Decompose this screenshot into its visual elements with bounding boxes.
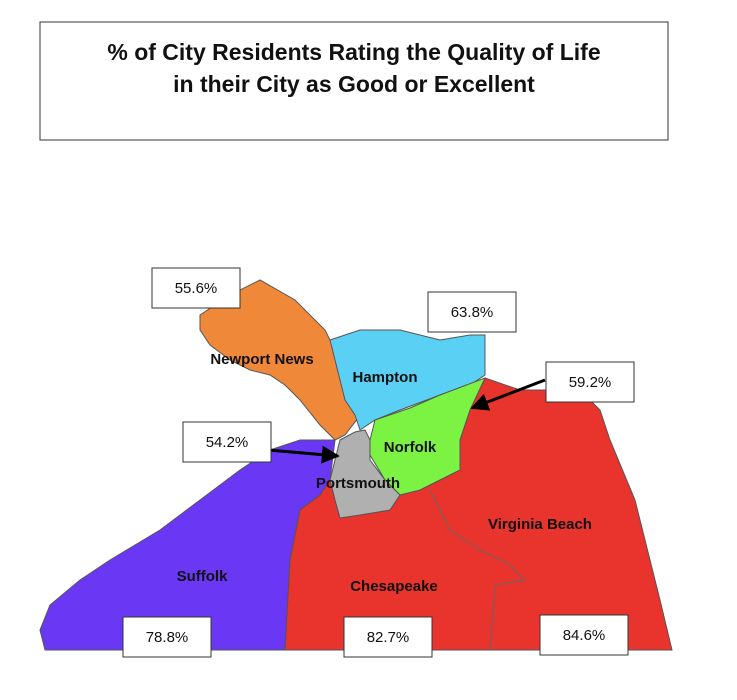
rating-label: 54.2% bbox=[206, 434, 249, 451]
region-name: Virginia Beach bbox=[488, 516, 592, 533]
region-norfolk bbox=[369, 377, 486, 496]
rating-label: 63.8% bbox=[451, 304, 494, 321]
arrow bbox=[470, 378, 546, 411]
rating-box bbox=[151, 267, 241, 309]
rating-box bbox=[182, 421, 272, 463]
rating-label: 78.8% bbox=[146, 629, 189, 646]
rating-box bbox=[545, 361, 635, 403]
regions bbox=[39, 279, 673, 651]
title-line: % of City Residents Rating the Quality o… bbox=[107, 39, 600, 65]
region-portsmouth bbox=[329, 429, 401, 519]
region-name: Suffolk bbox=[177, 568, 228, 585]
rating-label: 55.6% bbox=[175, 280, 218, 297]
region-name: Newport News bbox=[210, 351, 313, 368]
rating-box bbox=[539, 614, 629, 656]
region-name: Hampton bbox=[353, 369, 418, 386]
rating-box bbox=[122, 616, 212, 658]
rating-label: 84.6% bbox=[563, 627, 606, 644]
region-name: Portsmouth bbox=[316, 475, 400, 492]
rating-label: 82.7% bbox=[367, 629, 410, 646]
region-newport-news bbox=[199, 279, 359, 441]
region-name: Norfolk bbox=[384, 439, 437, 456]
title-line: in their City as Good or Excellent bbox=[173, 71, 535, 97]
title-box bbox=[39, 21, 669, 141]
rating-label: 59.2% bbox=[569, 374, 612, 391]
arrow bbox=[267, 445, 340, 464]
rating-box bbox=[343, 616, 433, 658]
boundary bbox=[429, 489, 527, 651]
region-name: Chesapeake bbox=[350, 578, 438, 595]
rating-box bbox=[427, 291, 517, 333]
labels: Newport News 55.6% Hampton 63.8% Norfolk 59.2… bbox=[122, 267, 635, 658]
